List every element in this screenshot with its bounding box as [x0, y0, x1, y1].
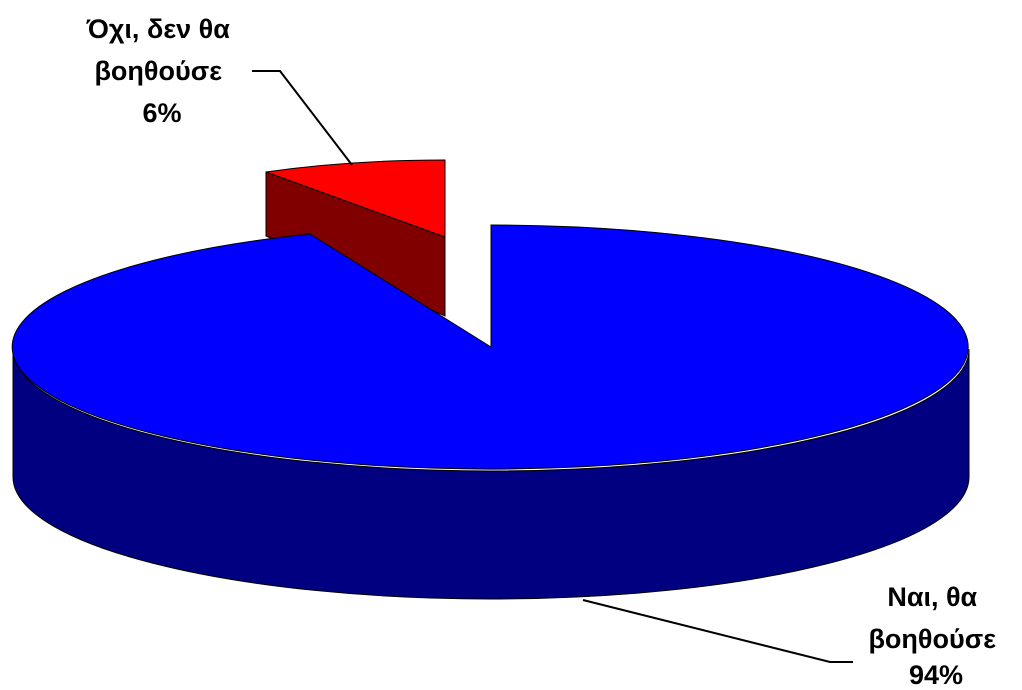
slice-no-group: [265, 159, 446, 317]
label-yes: Ναι, θα βοηθούσε 94%: [868, 582, 1003, 690]
leader-line-yes: [582, 599, 853, 663]
label-yes-line3: 94%: [909, 660, 963, 690]
slice-no-top: [265, 159, 446, 238]
slice-yes-top: [11, 224, 969, 470]
label-no-line3: 6%: [142, 98, 181, 128]
slice-yes-group: [11, 224, 970, 600]
slice-yes-side: [12, 348, 970, 600]
leader-line-no: [252, 70, 353, 166]
label-no: Όχι, δεν θα βοηθούσε 6%: [86, 14, 238, 128]
label-no-line1: Όχι, δεν θα: [86, 14, 231, 44]
label-yes-line2: βοηθούσε: [868, 624, 996, 654]
label-yes-line1: Ναι, θα: [887, 582, 977, 612]
label-no-line2: βοηθούσε: [94, 56, 222, 86]
